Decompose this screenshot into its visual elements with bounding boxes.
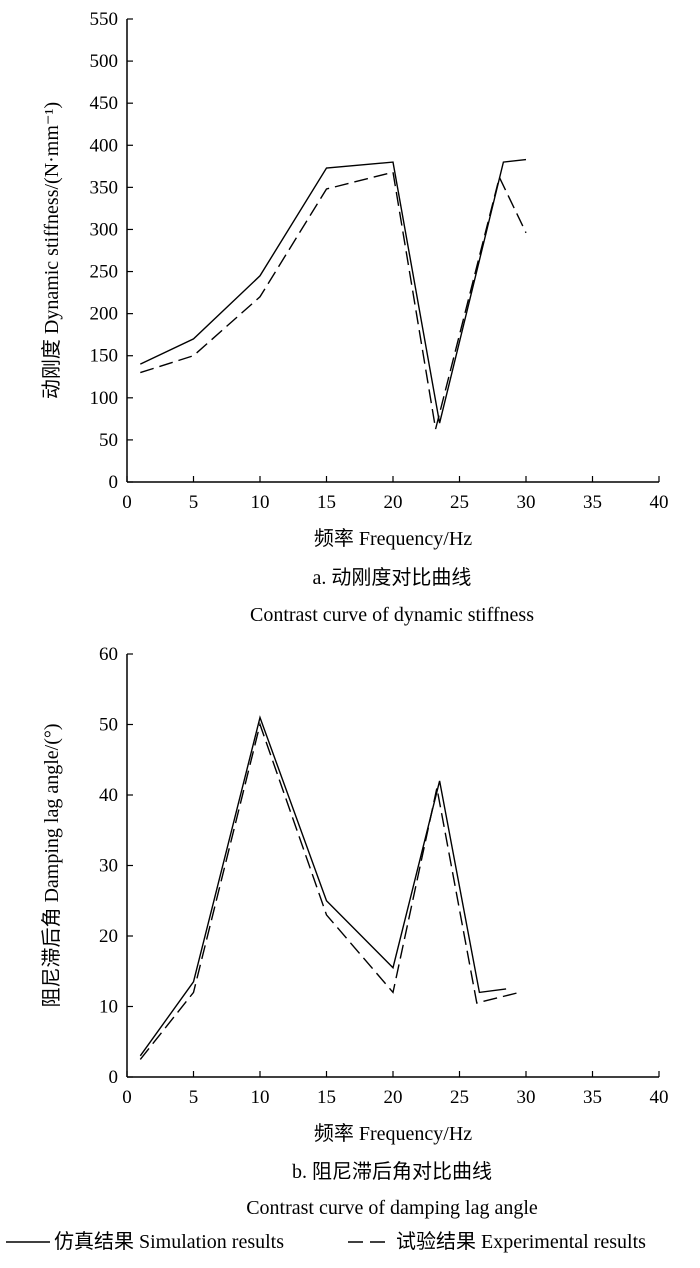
- caption-english: Contrast curve of dynamic stiffness: [250, 604, 534, 626]
- caption-chinese: a. 动刚度对比曲线: [313, 566, 472, 589]
- x-tick-label: 20: [384, 492, 403, 513]
- y-axis-title: 动刚度 Dynamic stiffness/(N·mm⁻¹): [40, 102, 63, 399]
- x-axis-title: 频率 Frequency/Hz: [314, 1122, 472, 1145]
- series-line-experimental: [140, 171, 527, 430]
- x-tick-label: 10: [251, 1087, 270, 1108]
- chart-dynamic-stiffness: 0 50 100 150 200 250 300 350 400 450 500 550 0 5 10 15 2…: [40, 9, 669, 626]
- y-tick-label: 60: [99, 644, 118, 665]
- legend: 仿真结果 Simulation results 试验结果 Experimental…: [6, 1230, 646, 1253]
- x-tick-label: 30: [517, 492, 536, 513]
- y-tick-label: 350: [90, 177, 119, 198]
- x-tick-label: 30: [517, 1087, 536, 1108]
- y-tick-label: 20: [99, 926, 118, 947]
- chart-damping-lag-angle: 0 10 20 30 40 50 60 0 5 10 15 20 25 30 35 40 频率 Frequenc…: [40, 644, 669, 1219]
- legend-experimental-label: 试验结果 Experimental results: [396, 1230, 646, 1253]
- y-tick-label: 0: [109, 1067, 119, 1088]
- x-tick-label: 35: [583, 492, 602, 513]
- y-tick-label: 200: [90, 304, 119, 325]
- x-tick-label: 25: [450, 492, 469, 513]
- y-tick-label: 100: [90, 388, 119, 409]
- series-line-simulation: [140, 158, 527, 424]
- y-tick-label: 50: [99, 430, 118, 451]
- x-tick-label: 20: [384, 1087, 403, 1108]
- y-tick-label: 50: [99, 715, 118, 736]
- y-tick-label: 40: [99, 785, 118, 806]
- y-tick-label: 300: [90, 219, 119, 240]
- legend-simulation-label: 仿真结果 Simulation results: [54, 1230, 284, 1253]
- x-tick-label: 15: [317, 492, 336, 513]
- y-tick-label: 450: [90, 93, 119, 114]
- y-tick-label: 10: [99, 997, 118, 1018]
- x-tick-label: 25: [450, 1087, 469, 1108]
- x-tick-label: 40: [650, 1087, 669, 1108]
- y-tick-label: 500: [90, 51, 119, 72]
- y-tick-label: 30: [99, 856, 118, 877]
- caption-english: Contrast curve of damping lag angle: [246, 1197, 538, 1219]
- x-tick-label: 15: [317, 1087, 336, 1108]
- series-line-experimental: [139, 722, 520, 1060]
- y-tick-label: 150: [90, 346, 119, 367]
- x-tick-label: 35: [583, 1087, 602, 1108]
- y-tick-label: 550: [90, 9, 119, 30]
- y-tick-label: 0: [109, 472, 119, 493]
- x-tick-label: 0: [122, 1087, 132, 1108]
- x-tick-label: 10: [251, 492, 270, 513]
- x-tick-label: 5: [189, 1087, 199, 1108]
- series-line-simulation: [139, 715, 507, 1057]
- caption-chinese: b. 阻尼滞后角对比曲线: [292, 1160, 492, 1183]
- y-tick-label: 400: [90, 135, 119, 156]
- x-tick-label: 0: [122, 492, 132, 513]
- y-axis-title: 阻尼滞后角 Damping lag angle/(°): [40, 723, 63, 1007]
- x-tick-label: 40: [650, 492, 669, 513]
- x-tick-label: 5: [189, 492, 199, 513]
- x-axis-title: 频率 Frequency/Hz: [314, 527, 472, 550]
- y-tick-label: 250: [90, 262, 119, 283]
